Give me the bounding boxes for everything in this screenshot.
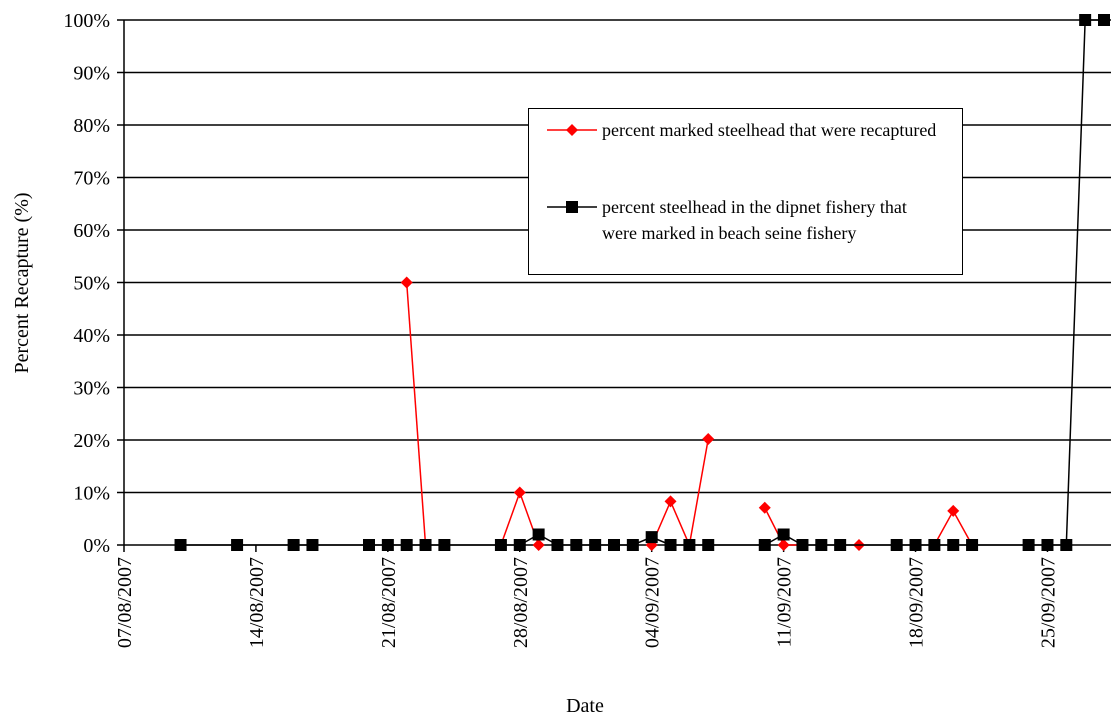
point [702,432,715,445]
point [513,539,526,551]
point [947,504,960,517]
point [513,486,526,499]
x-tick-label: 07/08/2007 [114,557,136,648]
y-tick-label: 20% [73,430,110,452]
point [1060,539,1073,551]
y-axis-title: Percent Recapture (%) [11,192,33,373]
point [947,539,960,551]
point [758,501,771,514]
point [777,539,790,551]
point [363,539,375,551]
x-tick-label: 28/08/2007 [510,557,532,648]
y-tick-label: 30% [73,378,110,400]
point [231,539,244,551]
legend-label: percent marked steelhead that were recap… [602,120,937,140]
x-tick-label: 14/08/2007 [246,557,268,648]
point [400,276,413,289]
point [664,495,677,508]
y-tick-label: 40% [73,325,110,347]
legend-symbol [547,201,597,213]
point [438,539,451,551]
point [928,539,941,551]
y-tick-label: 0% [83,535,110,557]
point [494,539,507,551]
point [551,539,564,551]
point [174,539,187,551]
point [306,539,319,551]
x-tick-label: 11/09/2007 [774,557,796,647]
x-tick-label: 25/09/2007 [1037,557,1059,648]
y-tick-label: 10% [73,483,110,505]
legend-label: percent steelhead in the dipnet fishery … [602,197,907,243]
y-tick-label: 90% [73,63,110,85]
legend-symbol [547,124,597,136]
point [570,539,583,551]
legend: percent marked steelhead that were recap… [528,108,963,275]
x-tick-label: 18/09/2007 [906,557,928,648]
x-tick-label: 04/09/2007 [642,557,664,648]
point [796,539,809,551]
point [758,539,771,551]
point [1098,14,1110,26]
point [909,539,922,551]
point [890,539,903,551]
point [815,539,828,551]
point [608,539,620,551]
point [834,539,847,551]
point [777,528,790,541]
series-line [651,438,709,548]
y-tick-label: 80% [73,115,110,137]
point [400,539,413,551]
point [419,539,432,551]
point [683,539,696,551]
point [532,528,545,541]
point [287,539,300,551]
point [645,531,658,544]
point [966,539,979,551]
point [1041,539,1054,551]
y-tick-label: 70% [73,168,110,190]
series-line [405,282,427,546]
point [589,539,602,551]
point [664,539,677,551]
legend-marker [566,124,578,136]
x-axis-title: Date [566,695,604,717]
y-tick-label: 60% [73,220,110,242]
y-tick-label: 100% [63,10,110,32]
point [1079,14,1092,26]
legend-marker [566,201,578,213]
point [1022,539,1035,551]
x-tick-label: 21/08/2007 [378,557,400,648]
point [381,539,394,551]
point [532,539,545,551]
point [626,539,639,551]
y-tick-label: 50% [73,273,110,295]
point [702,539,715,551]
